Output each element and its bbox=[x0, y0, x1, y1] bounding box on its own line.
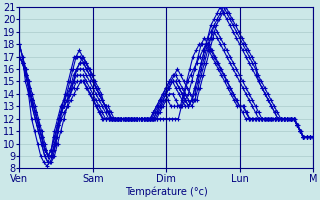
X-axis label: Température (°c): Température (°c) bbox=[125, 187, 208, 197]
